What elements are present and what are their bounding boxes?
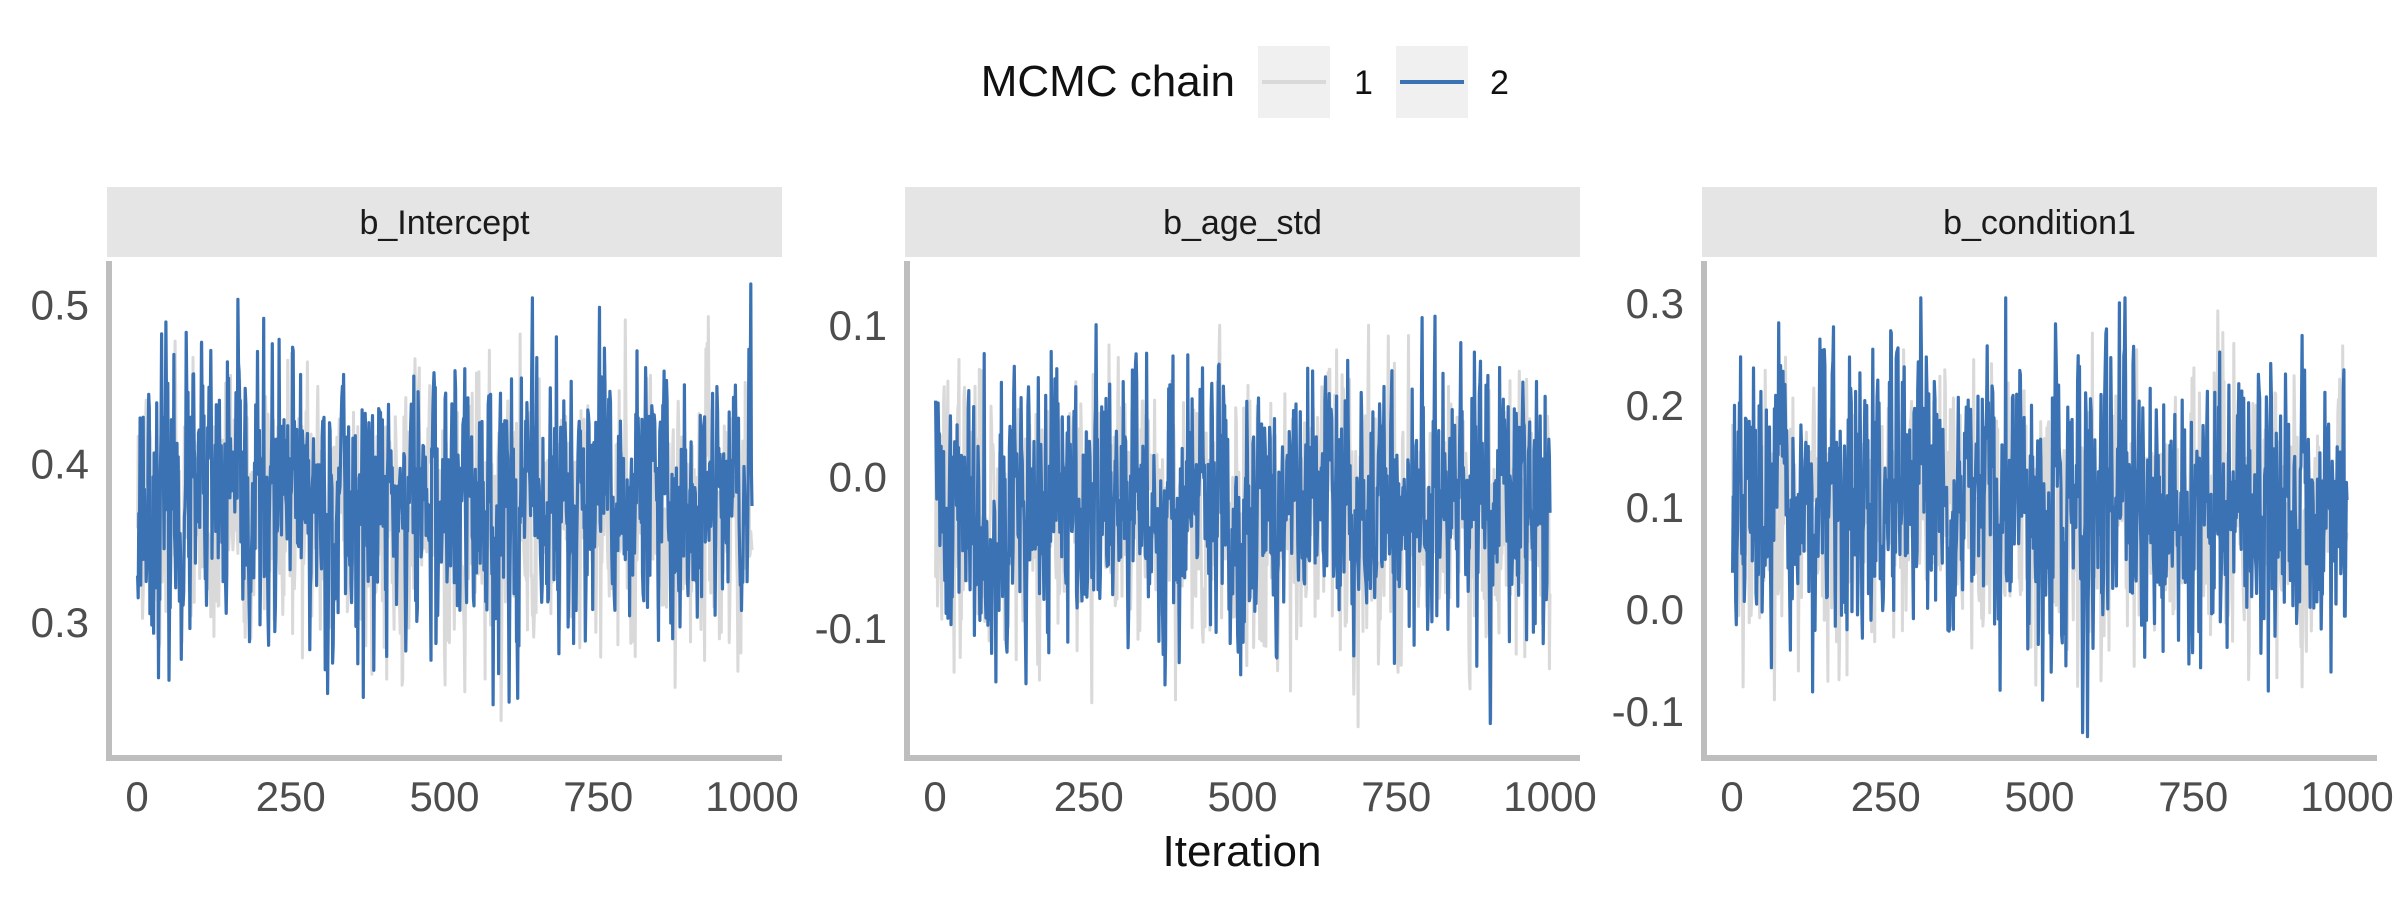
series-line-chain-2 (1731, 296, 2349, 739)
x-tick-label: 750 (1361, 773, 1431, 820)
facet-strip (1702, 187, 2377, 257)
y-tick-label: 0.0 (1626, 586, 1684, 633)
y-tick-label: 0.0 (829, 454, 887, 501)
y-tick-label: 0.1 (1626, 484, 1684, 531)
x-tick-label: 750 (563, 773, 633, 820)
facet-strip-title: b_condition1 (1943, 204, 2136, 242)
y-tick-label: -0.1 (1612, 688, 1684, 735)
y-tick-label: 0.3 (31, 599, 89, 646)
x-axis-title: Iteration (1163, 827, 1322, 876)
y-tick-label: -0.1 (815, 605, 887, 652)
series-line-chain-2 (136, 282, 754, 707)
y-tick-label: 0.2 (1626, 382, 1684, 429)
x-tick-label: 500 (1207, 773, 1277, 820)
legend-label-chain-2: 2 (1490, 64, 1509, 102)
x-tick-label: 1000 (705, 773, 798, 820)
x-tick-label: 0 (125, 773, 148, 820)
x-tick-label: 500 (2004, 773, 2074, 820)
x-tick-label: 0 (923, 773, 946, 820)
facet-strip (107, 187, 782, 257)
facet-strip (905, 187, 1580, 257)
legend-label-chain-1: 1 (1354, 64, 1373, 102)
y-tick-label: 0.4 (31, 440, 89, 487)
facet-panel-3: b_condition1 -0.1 0.0 0.1 0.2 0.3 0 250 500 750 10… (1612, 187, 2394, 820)
x-tick-label: 250 (1851, 773, 1921, 820)
legend-title: MCMC chain (981, 57, 1235, 106)
facet-panel-1: b_Intercept 0.3 0.4 0.5 0 250 500 750 1000 (31, 187, 799, 820)
x-tick-label: 750 (2158, 773, 2228, 820)
x-tick-label: 250 (1054, 773, 1124, 820)
x-tick-label: 1000 (2300, 773, 2393, 820)
series-line-chain-2 (934, 314, 1552, 726)
y-tick-label: 0.1 (829, 302, 887, 349)
x-tick-label: 500 (409, 773, 479, 820)
facet-strip-title: b_Intercept (359, 204, 530, 242)
legend: MCMC chain 1 2 (981, 46, 1509, 118)
x-tick-label: 250 (256, 773, 326, 820)
y-tick-label: 0.3 (1626, 280, 1684, 327)
facet-panel-2: b_age_std -0.1 0.0 0.1 0 250 500 750 1000 (815, 187, 1597, 820)
x-tick-label: 1000 (1503, 773, 1596, 820)
x-tick-label: 0 (1720, 773, 1743, 820)
facet-strip-title: b_age_std (1163, 204, 1322, 242)
y-tick-label: 0.5 (31, 282, 89, 329)
